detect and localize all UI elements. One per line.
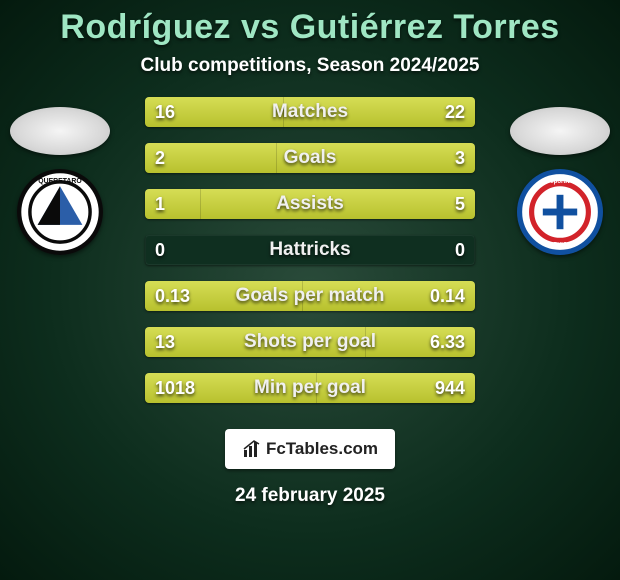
- branding-text: FcTables.com: [266, 439, 378, 459]
- stat-label: Goals: [145, 143, 475, 173]
- stat-label: Min per goal: [145, 373, 475, 403]
- stat-label: Matches: [145, 97, 475, 127]
- stat-label: Hattricks: [145, 235, 475, 265]
- player-right-column: Deportivo MEXICO: [500, 107, 620, 255]
- page-subtitle: Club competitions, Season 2024/2025: [0, 55, 620, 77]
- stat-row: 1018944Min per goal: [145, 373, 475, 403]
- stat-bars: 1622Matches 23Goals 15Assists 00Hattricks 0.…: [145, 97, 475, 403]
- player-left-photo: [10, 107, 110, 155]
- page-title: Rodríguez vs Gutiérrez Torres: [0, 0, 620, 47]
- comparison-panel: QUERETARO Deportivo MEXICO 1622Matches 23…: [0, 97, 620, 403]
- club-logo-left: QUERETARO: [17, 169, 103, 255]
- player-right-photo: [510, 107, 610, 155]
- stat-label: Goals per match: [145, 281, 475, 311]
- stat-row: 0.130.14Goals per match: [145, 281, 475, 311]
- stat-row: 00Hattricks: [145, 235, 475, 265]
- svg-text:Deportivo: Deportivo: [546, 179, 574, 185]
- club-logo-right: Deportivo MEXICO: [517, 169, 603, 255]
- stat-row: 15Assists: [145, 189, 475, 219]
- comparison-date: 24 february 2025: [0, 485, 620, 507]
- player-left-column: QUERETARO: [0, 107, 120, 255]
- stat-label: Shots per goal: [145, 327, 475, 357]
- stat-row: 1622Matches: [145, 97, 475, 127]
- stat-row: 136.33Shots per goal: [145, 327, 475, 357]
- branding-badge[interactable]: FcTables.com: [225, 429, 395, 469]
- chart-icon: [242, 439, 262, 459]
- svg-text:MEXICO: MEXICO: [548, 242, 572, 248]
- stat-row: 23Goals: [145, 143, 475, 173]
- stat-label: Assists: [145, 189, 475, 219]
- svg-text:QUERETARO: QUERETARO: [38, 178, 82, 185]
